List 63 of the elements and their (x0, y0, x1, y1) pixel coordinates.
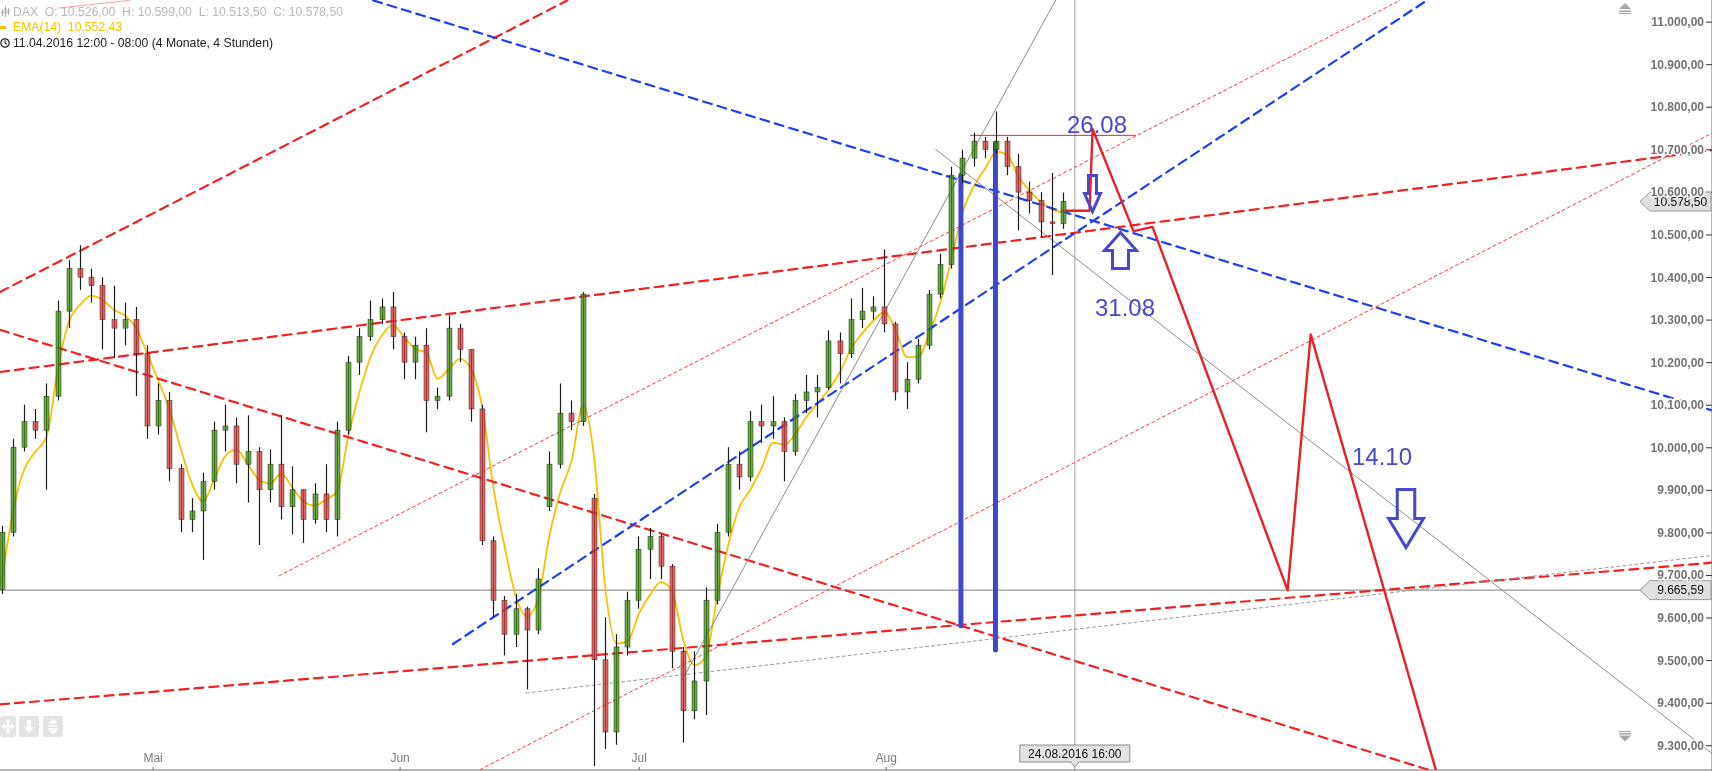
candlestick (77, 244, 84, 291)
y-tick-label: 10.400,00 (1650, 270, 1705, 285)
candlestick (837, 331, 844, 385)
candlestick (814, 374, 821, 419)
candlestick (222, 404, 229, 453)
candlestick (1060, 191, 1067, 230)
candlestick (32, 408, 39, 440)
candlestick (1038, 191, 1045, 238)
candlestick (1026, 180, 1033, 214)
candlestick (524, 606, 531, 691)
candlestick (289, 465, 296, 535)
y-tick-label: 10.500,00 (1650, 227, 1705, 242)
ref-line-label: 24.08.2016 16:00 (1028, 746, 1122, 761)
candlestick (379, 297, 386, 325)
x-tick-label: Jul (631, 751, 647, 765)
annotation: 31.08 (1094, 293, 1156, 321)
y-tick-label: 10.000,00 (1650, 440, 1705, 455)
candlestick (1049, 172, 1056, 276)
annotation: 26.08 (1066, 110, 1128, 138)
candlestick (982, 136, 989, 159)
candlestick (122, 302, 129, 346)
candlestick (993, 110, 1000, 155)
candlestick (457, 323, 464, 363)
candlestick (881, 248, 888, 334)
candlestick (189, 497, 196, 533)
candlestick (568, 399, 575, 431)
candlestick (367, 299, 374, 342)
candlestick (859, 287, 866, 329)
y-tick-label: 10.100,00 (1650, 398, 1705, 413)
candlestick (647, 527, 654, 580)
y-tick-label: 9.700,00 (1657, 568, 1705, 583)
y-tick-label: 10.900,00 (1650, 57, 1705, 72)
candlestick (434, 387, 441, 410)
candlestick (870, 295, 877, 321)
y-tick-label: 10.800,00 (1650, 100, 1705, 115)
y-tick-label: 9.300,00 (1657, 738, 1705, 753)
candlestick (245, 414, 252, 504)
candlestick (736, 450, 743, 491)
candlestick (758, 404, 765, 444)
y-tick-label: 9.400,00 (1657, 696, 1705, 711)
y-tick-label: 9.900,00 (1657, 483, 1705, 498)
chart-title: DAX O: 10.526,00 H: 10.599,00 L: 10.513,50 C: 10.578,50 (13, 4, 343, 19)
y-tick-label: 9.500,00 (1657, 653, 1705, 668)
y-tick-label: 10.200,00 (1650, 355, 1705, 370)
candlestick (904, 361, 911, 410)
candlestick (88, 268, 95, 304)
candlestick (971, 132, 978, 168)
text: 11.04.2016 12:00 - 08:00 (4 Monate, 4 Stunden) (13, 36, 273, 51)
candlestick (803, 374, 810, 414)
y-tick-label: 9.600,00 (1657, 611, 1705, 626)
x-tick-label: Aug (875, 751, 897, 765)
candlestick (959, 149, 966, 185)
y-tick-label: 9.800,00 (1657, 525, 1705, 540)
candlestick (412, 336, 419, 380)
y-tick-label: 10.300,00 (1650, 313, 1705, 328)
x-tick-label: Jun (390, 751, 410, 765)
y-tick-label: 11.000,00 (1651, 15, 1705, 30)
candlestick (111, 285, 118, 359)
candlestick (770, 395, 777, 440)
legend-label: EMA(14) 10.552,43 (13, 20, 123, 35)
ref-line-label: 9.665,59 (1657, 583, 1705, 598)
x-tick-label: Mai (143, 751, 163, 765)
annotation: 14.10 (1351, 442, 1413, 470)
